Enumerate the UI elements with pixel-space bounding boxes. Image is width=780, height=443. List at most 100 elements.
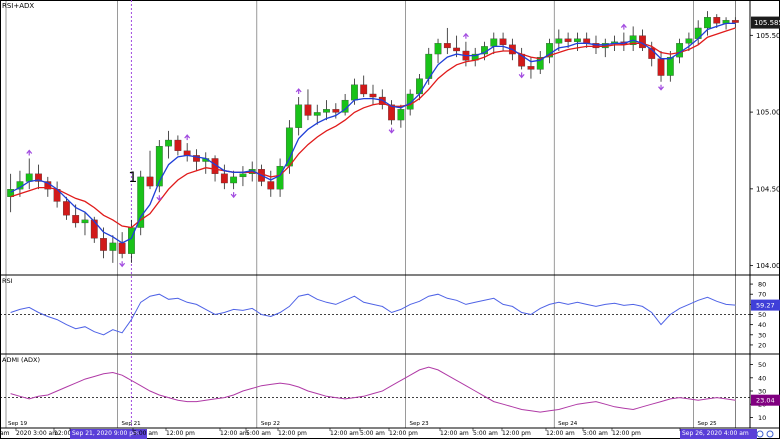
time-label: 5:00 am — [473, 430, 498, 437]
price-tick-label: 105.002 — [756, 109, 780, 117]
candle-body — [35, 173, 42, 182]
arrow-up-icon — [620, 23, 627, 30]
candle-body — [313, 112, 321, 116]
candle-body — [72, 215, 80, 224]
candle-body — [62, 201, 70, 216]
candle-body — [416, 78, 423, 95]
time-label: 12:00 pm — [278, 430, 307, 437]
candle-body — [220, 173, 228, 184]
time-label: 12:00 pm — [54, 430, 83, 437]
adx-line — [10, 366, 736, 413]
candle-body — [193, 155, 200, 162]
candle-body — [239, 173, 247, 178]
candle-body — [90, 219, 98, 239]
candle-body — [118, 242, 126, 254]
current-price-tag — [751, 16, 780, 29]
candle-body — [388, 104, 395, 121]
arrow-up-icon — [184, 134, 191, 141]
candle-body — [146, 176, 154, 187]
candle-body — [25, 173, 33, 182]
chart-title: RSI+ADX — [2, 2, 34, 10]
time-label: 12:00 pm — [389, 430, 418, 437]
rsi-tick-label: 50 — [758, 311, 766, 319]
price-tick-label: 104.502 — [756, 185, 780, 193]
time-label: 5:00 am — [133, 430, 158, 437]
price-tick-label: 105.502 — [756, 32, 780, 40]
candle-body — [304, 104, 312, 116]
candle-body — [406, 93, 414, 110]
time-highlight-bg — [70, 429, 147, 439]
candle-body — [527, 66, 535, 70]
candle-body — [453, 47, 461, 52]
candle-body — [369, 93, 377, 98]
candle-body — [666, 56, 674, 76]
candle-body — [583, 38, 591, 44]
rsi-tick-label: 30 — [758, 331, 766, 339]
candle-body — [564, 38, 572, 42]
adx-value-tag — [751, 394, 780, 406]
candle-body — [685, 38, 693, 44]
ema-fast-line — [10, 22, 736, 244]
time-label: 12:00 am — [220, 430, 249, 437]
day-label: Sep 25 — [698, 421, 718, 427]
candle-body — [639, 35, 646, 49]
time-label: 12:00 am — [546, 430, 575, 437]
candle-body — [434, 43, 442, 55]
price-panel: 1 — [7, 11, 739, 268]
time-label: 12:00 am — [440, 430, 469, 437]
day-label: Sep 19 — [8, 421, 28, 427]
candle-body — [276, 165, 284, 190]
candle-body — [704, 17, 711, 29]
candle-body — [546, 43, 553, 58]
candle-body — [285, 127, 293, 167]
zoom-icon — [756, 430, 764, 438]
candle-body — [351, 84, 358, 101]
candle-body — [323, 109, 330, 113]
candle-body — [155, 146, 163, 187]
candle-body — [574, 38, 581, 42]
candle-body — [657, 58, 665, 76]
candle-body — [731, 20, 739, 23]
candle-body — [490, 38, 498, 47]
candle-body — [555, 38, 563, 44]
day-label: Sep 23 — [410, 421, 430, 427]
time-label: 5:00 am — [360, 430, 385, 437]
candle-body — [499, 38, 507, 45]
adx-tick-label: 30 — [758, 388, 766, 396]
rsi-panel-label: RSI — [2, 277, 13, 285]
time-label: 5:00 am — [246, 430, 271, 437]
candle-body — [713, 17, 721, 24]
candle-body — [443, 43, 451, 49]
candle-body — [174, 139, 182, 151]
rsi-value-label: 59.27 — [756, 302, 775, 310]
time-highlight-label: Sep 21, 2020 9:00 pm — [72, 430, 139, 437]
arrow-down-icon — [119, 261, 126, 268]
marker-label: 1 — [128, 170, 137, 186]
arrow-up-icon — [295, 88, 302, 95]
candle-body — [592, 43, 600, 49]
adx-tick-label: 10 — [758, 414, 766, 422]
time-highlight-bg — [680, 429, 757, 439]
ema-slow-line — [10, 27, 736, 229]
time-label: 12:00 am — [330, 430, 359, 437]
arrow-down-icon — [230, 192, 237, 199]
time-label: 12:00 pm — [612, 430, 641, 437]
price-tick-label: 104.002 — [756, 262, 780, 270]
adx-panel-label: ADMI (ADX) — [2, 356, 40, 364]
day-label: Sep 21 — [121, 421, 140, 427]
adx-value-label: 23.04 — [756, 397, 775, 405]
adx-tick-label: 40 — [758, 374, 766, 382]
arrow-down-icon — [388, 127, 395, 134]
time-label: 2020 3:00 am — [16, 430, 58, 437]
rsi-tick-label: 40 — [758, 321, 766, 329]
arrow-up-icon — [26, 149, 33, 156]
current-price-label: 105.585 — [754, 19, 780, 27]
day-label: Sep 22 — [261, 421, 280, 427]
axes: 105.502105.002104.502104.002105.58580706… — [0, 16, 780, 439]
candle-body — [137, 176, 145, 228]
candle-body — [109, 242, 117, 251]
candle-body — [332, 109, 340, 113]
